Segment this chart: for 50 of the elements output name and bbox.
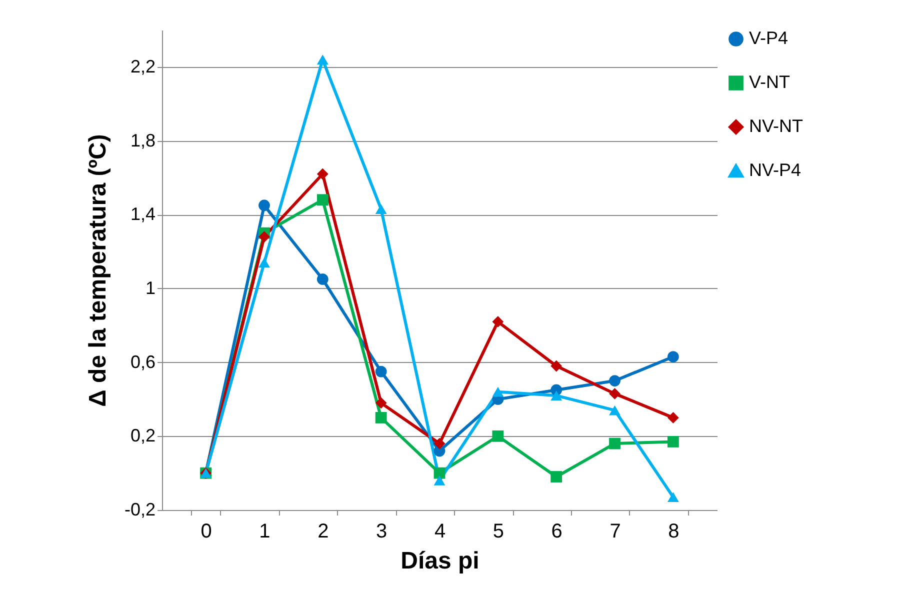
y-tick-label: 1 <box>145 278 156 298</box>
point <box>316 168 328 180</box>
point <box>258 258 270 268</box>
point <box>258 200 270 212</box>
point <box>434 438 446 450</box>
x-tick-label: 6 <box>551 520 562 542</box>
point <box>258 231 270 242</box>
point <box>550 360 562 372</box>
legend-label: NV-P4 <box>749 160 802 180</box>
x-tick-label: 2 <box>318 520 329 542</box>
x-tick-label: 7 <box>610 520 621 542</box>
legend-label: V-P4 <box>749 28 788 48</box>
point <box>492 386 504 397</box>
point <box>434 467 446 479</box>
point <box>609 405 620 416</box>
point <box>609 375 620 386</box>
y-tick-label: 1,8 <box>130 130 156 150</box>
y-tick-label: 2,2 <box>130 56 156 76</box>
point <box>667 492 679 502</box>
point <box>492 316 504 328</box>
point <box>609 388 620 400</box>
y-tick-label: 0,2 <box>130 426 156 446</box>
point <box>667 412 679 424</box>
point <box>316 54 328 64</box>
point <box>667 351 679 362</box>
x-tick-label: 8 <box>668 520 680 542</box>
y-axis-title: Δ de la temperatura (ºC) <box>84 134 112 407</box>
x-tick-label: 3 <box>376 520 388 542</box>
point <box>550 390 562 400</box>
x-tick-label: 4 <box>434 520 446 542</box>
y-tick-label: -0,2 <box>124 500 156 520</box>
x-tick-label: 5 <box>492 520 504 542</box>
y-tick-label: 1,4 <box>130 204 156 224</box>
x-axis-title: Días pi <box>400 548 480 574</box>
y-tick-label: 0,6 <box>130 352 156 372</box>
point <box>316 194 328 206</box>
point <box>375 412 387 424</box>
point <box>375 204 387 214</box>
point <box>316 274 328 285</box>
legend-label: NV-NT <box>749 116 804 136</box>
point <box>667 436 679 448</box>
point <box>492 430 504 442</box>
x-tick-label: 1 <box>259 520 270 542</box>
point <box>609 438 620 450</box>
point <box>375 397 387 409</box>
legend-label: V-NT <box>749 72 790 92</box>
point <box>375 366 387 378</box>
point <box>434 476 446 486</box>
x-tick-label: 0 <box>200 520 212 542</box>
point <box>550 471 562 482</box>
